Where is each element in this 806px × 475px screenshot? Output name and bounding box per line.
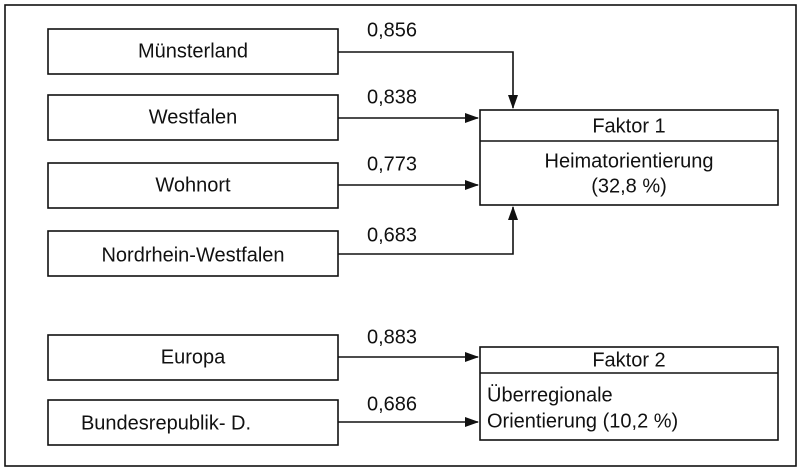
factor-title: Faktor 1 <box>592 115 665 137</box>
factor-line: Orientierung (10,2 %) <box>487 410 678 432</box>
source-label: Münsterland <box>138 40 248 62</box>
loading: 0,838 <box>367 86 417 108</box>
source-label: Europa <box>161 346 226 368</box>
loading: 0,883 <box>367 326 417 348</box>
source-box <box>47 28 339 75</box>
source-label: Westfalen <box>149 106 238 128</box>
factor-title: Faktor 2 <box>592 349 665 371</box>
loading: 0,683 <box>367 224 417 246</box>
factor-line: Überregionale <box>487 384 613 406</box>
arrow <box>338 51 518 109</box>
loading: 0,773 <box>367 153 417 175</box>
source-box <box>47 94 339 141</box>
source-label: Nordrhein-Westfalen <box>101 244 284 266</box>
source-label: Wohnort <box>155 174 231 196</box>
source-box <box>47 230 339 277</box>
factor-line: (32,8 %) <box>591 175 667 197</box>
factor-box <box>479 109 779 206</box>
source-box <box>47 334 339 381</box>
arrow <box>338 206 518 255</box>
source-label: Bundesrepublik- D. <box>81 412 251 434</box>
factor-line: Heimatorientierung <box>545 150 714 172</box>
factor-box <box>479 346 779 441</box>
loading: 0,856 <box>367 19 417 41</box>
loading: 0,686 <box>367 393 417 415</box>
source-box <box>47 399 339 446</box>
